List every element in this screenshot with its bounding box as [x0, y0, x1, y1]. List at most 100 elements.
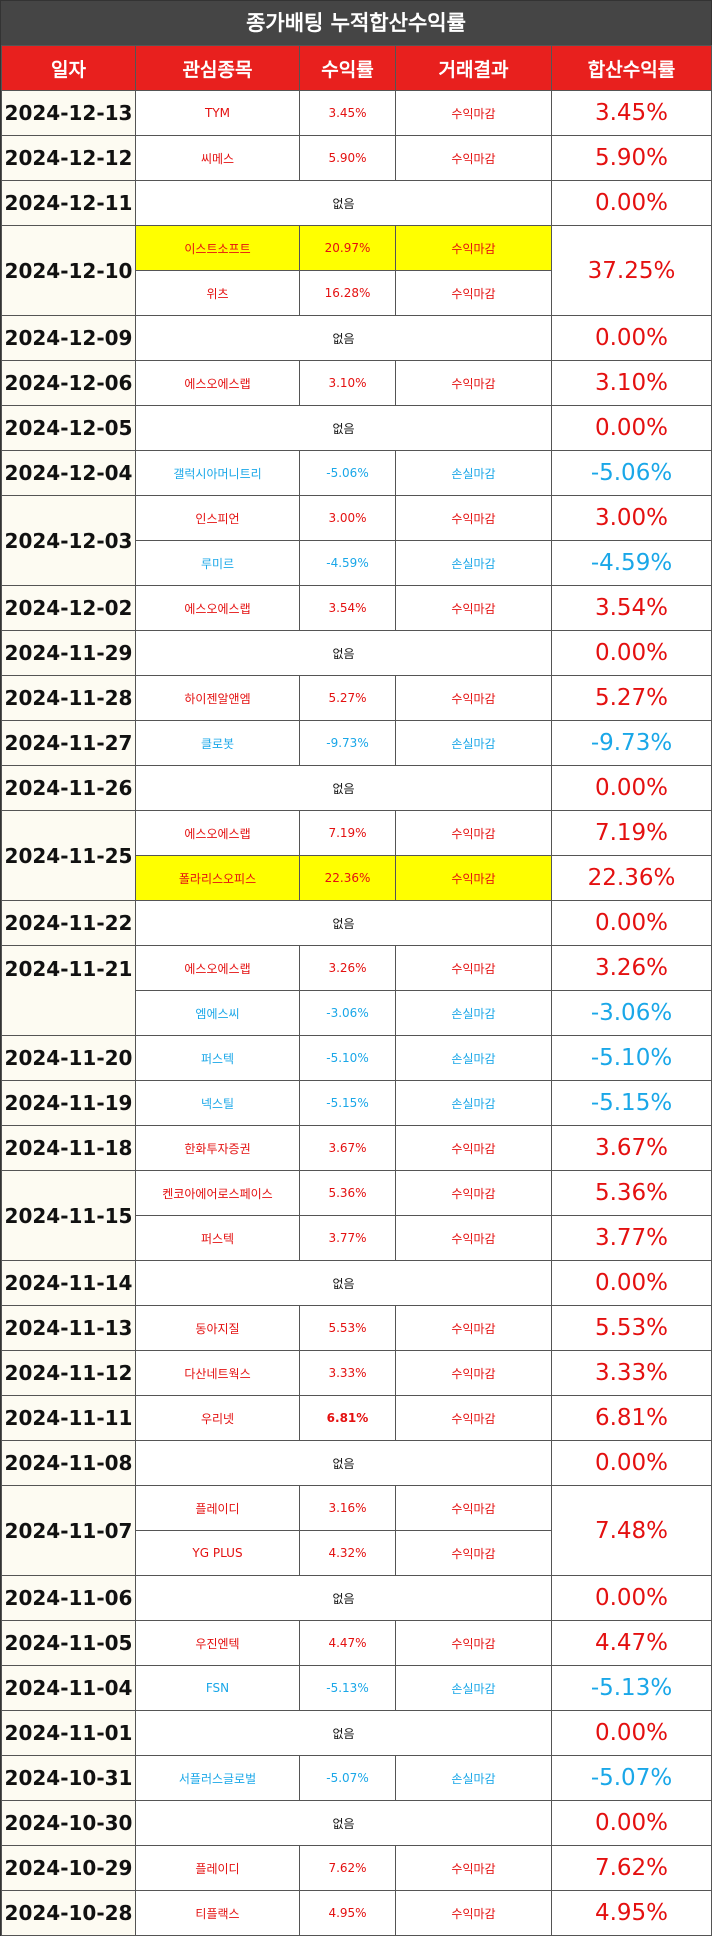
date-cell: 2024-11-08 [1, 1440, 136, 1486]
total-return-cell: -5.10% [551, 1035, 712, 1081]
total-return-cell: 22.36% [551, 855, 712, 901]
trade-result-cell: 수익마감 [395, 495, 552, 541]
table-row: 2024-11-18 한화투자증권 3.67% 수익마감 3.67% [1, 1125, 712, 1171]
stock-name-cell: 하이젠알앤엠 [135, 675, 300, 721]
total-return-cell: 5.53% [551, 1305, 712, 1351]
total-return-cell: 4.47% [551, 1620, 712, 1666]
date-cell: 2024-11-01 [1, 1710, 136, 1756]
return-cell: 3.00% [299, 495, 396, 541]
stock-name-cell: YG PLUS [135, 1530, 300, 1576]
table-row: 엠에스씨 -3.06% 손실마감 -3.06% [2, 990, 712, 1036]
return-cell: -5.10% [299, 1035, 396, 1081]
date-cell: 2024-11-19 [1, 1080, 136, 1126]
trade-result-cell: 수익마감 [395, 270, 552, 316]
table-row: 2024-11-28 하이젠알앤엠 5.27% 수익마감 5.27% [1, 675, 712, 721]
table-row: 2024-11-19 넥스틸 -5.15% 손실마감 -5.15% [1, 1080, 712, 1126]
stock-name-cell: 에스오에스랩 [135, 810, 300, 856]
table-row: 2024-10-29 플레이디 7.62% 수익마감 7.62% [1, 1845, 712, 1891]
total-return-cell: 6.81% [551, 1395, 712, 1441]
trade-result-cell: 손실마감 [395, 720, 552, 766]
return-cell: 3.10% [299, 360, 396, 406]
trade-result-cell: 수익마감 [395, 855, 552, 901]
return-cell: 3.45% [299, 90, 396, 136]
trade-result-cell: 손실마감 [395, 1080, 552, 1126]
stock-name-cell: 루미르 [135, 540, 300, 586]
total-return-cell: 0.00% [551, 1260, 712, 1306]
trade-result-cell: 수익마감 [395, 1890, 552, 1936]
total-return-cell: 0.00% [551, 765, 712, 811]
return-cell: 4.47% [299, 1620, 396, 1666]
trade-result-cell: 수익마감 [395, 360, 552, 406]
stock-name-cell: 넥스틸 [135, 1080, 300, 1126]
total-return-cell: 5.90% [551, 135, 712, 181]
table-row: 2024-12-10 이스트소프트 20.97% 수익마감 37.25% [1, 225, 712, 316]
return-cell: -5.15% [299, 1080, 396, 1126]
no-trade-cell: 없음 [135, 765, 552, 811]
table-row: 2024-11-05 우진엔텍 4.47% 수익마감 4.47% [1, 1620, 712, 1666]
trade-result-cell: 손실마감 [395, 990, 552, 1036]
table-row: 2024-11-25 에스오에스랩 7.19% 수익마감 7.19% [1, 810, 712, 901]
table-row: 2024-11-26 없음 0.00% [1, 765, 712, 811]
trade-result-cell: 수익마감 [395, 1485, 552, 1531]
table-row: 2024-11-27 클로봇 -9.73% 손실마감 -9.73% [1, 720, 712, 766]
table-row: 2024-12-03 인스피언 3.00% 수익마감 3.00% [1, 495, 712, 586]
total-return-cell: 3.67% [551, 1125, 712, 1171]
table-row: 2024-10-30 없음 0.00% [1, 1800, 712, 1846]
total-return-cell: 7.19% [551, 810, 712, 856]
no-trade-cell: 없음 [135, 180, 552, 226]
table-row: 2024-11-15 켄코아에어로스페이스 5.36% 수익마감 5.36% [1, 1170, 712, 1261]
stock-name-cell: 퍼스텍 [135, 1035, 300, 1081]
return-cell: 4.32% [299, 1530, 396, 1576]
date-cell: 2024-11-25 [1, 810, 136, 901]
trade-result-cell: 손실마감 [395, 1665, 552, 1711]
date-cell: 2024-11-14 [1, 1260, 136, 1306]
table-row: 2024-12-12 씨메스 5.90% 수익마감 5.90% [1, 135, 712, 181]
return-cell: -5.07% [299, 1755, 396, 1801]
date-cell: 2024-11-21 [1, 945, 136, 1036]
stock-name-cell: FSN [135, 1665, 300, 1711]
no-trade-cell: 없음 [135, 405, 552, 451]
table-row: 퍼스텍 3.77% 수익마감 3.77% [2, 1215, 712, 1261]
date-cell: 2024-11-28 [1, 675, 136, 721]
stock-name-cell: 우진엔텍 [135, 1620, 300, 1666]
total-return-cell: 3.33% [551, 1350, 712, 1396]
return-cell: 5.53% [299, 1305, 396, 1351]
table-row: 2024-11-08 없음 0.00% [1, 1440, 712, 1486]
stock-name-cell: 티플랙스 [135, 1890, 300, 1936]
total-return-cell: -5.15% [551, 1080, 712, 1126]
table-row: 2024-10-31 서플러스글로벌 -5.07% 손실마감 -5.07% [1, 1755, 712, 1801]
column-header-result: 거래결과 [395, 45, 552, 91]
total-return-cell: 3.77% [551, 1215, 712, 1261]
table-row: 2024-12-09 없음 0.00% [1, 315, 712, 361]
column-header-date: 일자 [1, 45, 136, 91]
no-trade-cell: 없음 [135, 1440, 552, 1486]
return-cell: -5.13% [299, 1665, 396, 1711]
total-return-cell: -9.73% [551, 720, 712, 766]
stock-name-cell: 동아지질 [135, 1305, 300, 1351]
table-row: 2024-11-06 없음 0.00% [1, 1575, 712, 1621]
trade-result-cell: 수익마감 [395, 1350, 552, 1396]
stock-name-cell: 플레이디 [135, 1485, 300, 1531]
stock-name-cell: 이스트소프트 [135, 225, 300, 271]
trade-result-cell: 손실마감 [395, 540, 552, 586]
date-cell: 2024-11-05 [1, 1620, 136, 1666]
stock-name-cell: 플레이디 [135, 1845, 300, 1891]
date-cell: 2024-11-29 [1, 630, 136, 676]
stock-name-cell: TYM [135, 90, 300, 136]
stock-name-cell: 클로봇 [135, 720, 300, 766]
table-row: YG PLUS 4.32% 수익마감 [2, 1530, 712, 1576]
return-cell: 3.16% [299, 1485, 396, 1531]
total-return-cell: -5.13% [551, 1665, 712, 1711]
total-return-cell: -5.06% [551, 450, 712, 496]
return-cell: 4.95% [299, 1890, 396, 1936]
board-title: 종가배팅 누적합산수익률 [1, 1, 711, 45]
trade-result-cell: 손실마감 [395, 1035, 552, 1081]
table-row: 2024-11-13 동아지질 5.53% 수익마감 5.53% [1, 1305, 712, 1351]
stock-name-cell: 갤럭시아머니트리 [135, 450, 300, 496]
stock-name-cell: 서플러스글로벌 [135, 1755, 300, 1801]
column-header-return: 수익률 [299, 45, 396, 91]
trade-result-cell: 수익마감 [395, 810, 552, 856]
trade-result-cell: 수익마감 [395, 945, 552, 991]
total-return-cell: 0.00% [551, 315, 712, 361]
return-cell: -3.06% [299, 990, 396, 1036]
